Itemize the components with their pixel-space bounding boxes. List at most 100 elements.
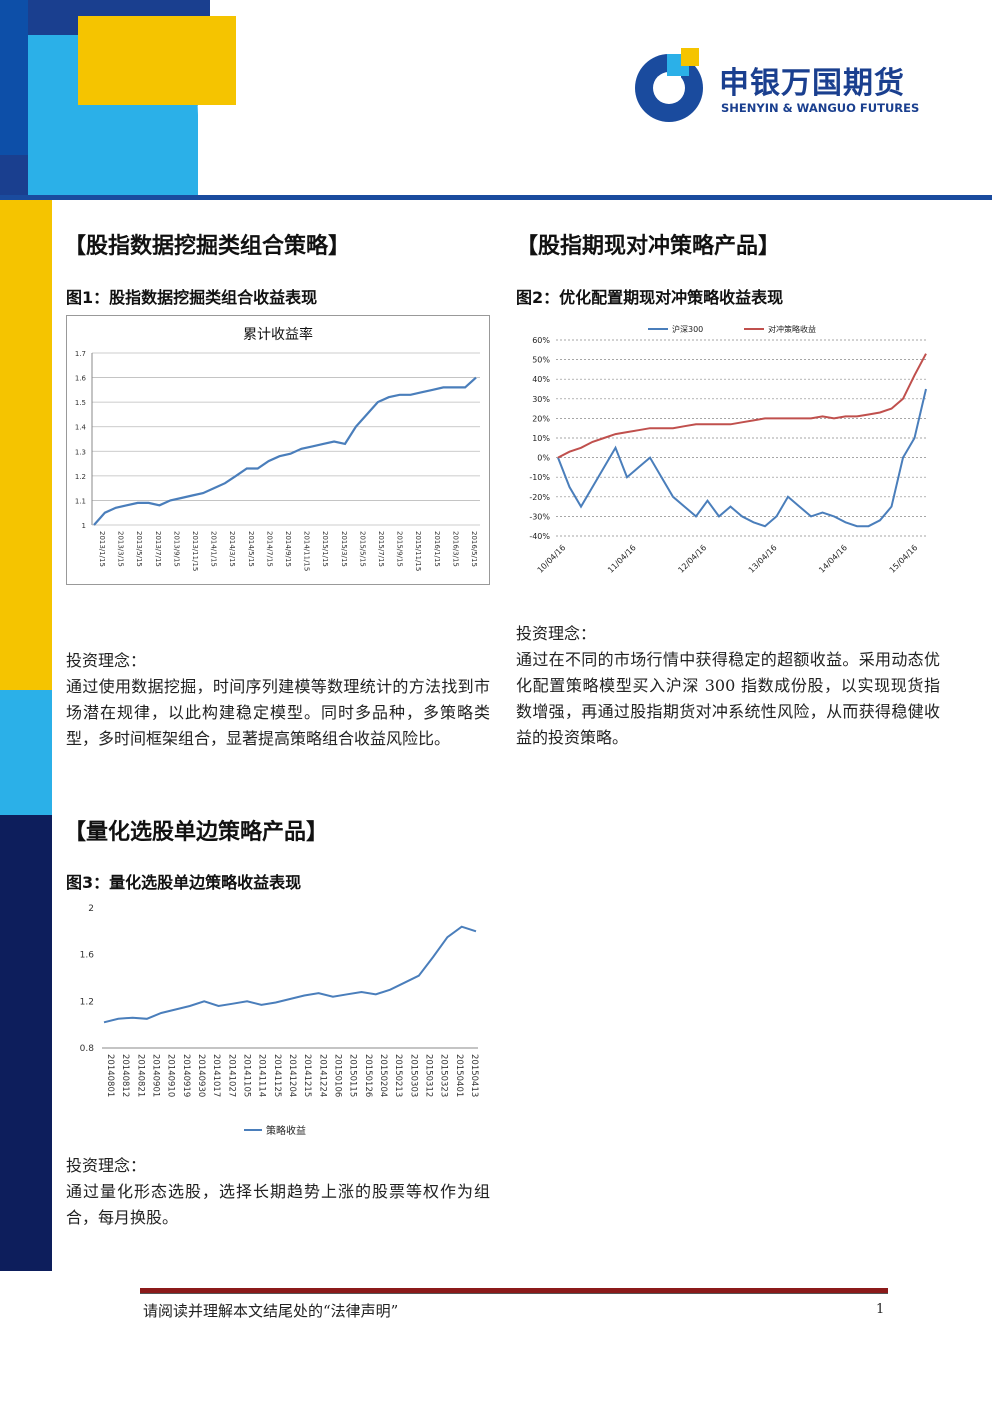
section3-body: 通过量化形态选股，选择长期趋势上涨的股票等权作为组合，每月换股。 bbox=[66, 1182, 490, 1227]
y-tick-label: 1.2 bbox=[75, 473, 86, 481]
x-tick-label: 2014/1/15 bbox=[210, 531, 218, 567]
x-tick-label: 20150413 bbox=[469, 1054, 479, 1097]
x-tick-label: 15/04/16 bbox=[888, 543, 920, 575]
chart-frame bbox=[66, 315, 490, 585]
section2-body: 通过在不同的市场行情中获得稳定的超额收益。采用动态优化配置策略模型买入沪深 30… bbox=[516, 650, 940, 747]
x-tick-label: 20140910 bbox=[166, 1054, 176, 1097]
figure2-chart: 60% 50% 40% 30% 20% 10% 0% -10% -20% -30% -40% 沪深30… bbox=[516, 318, 946, 588]
section1-body: 通过使用数据挖掘，时间序列建模等数理统计的方法找到市场潜在规律，以此构建稳定模型… bbox=[66, 677, 490, 748]
brand-name-en: SHENYIN & WANGUO FUTURES bbox=[721, 101, 920, 115]
x-tick-label: 2013/5/15 bbox=[135, 531, 143, 567]
y-tick-label: -30% bbox=[529, 512, 550, 521]
y-tick-label: 20% bbox=[532, 414, 550, 423]
y-tick-label: -10% bbox=[529, 473, 550, 482]
legend-label: 策略收益 bbox=[266, 1124, 306, 1137]
y-tick-label: 2 bbox=[88, 904, 94, 914]
y-tick-label: 1 bbox=[82, 522, 86, 530]
x-tick-label: 2014/5/15 bbox=[247, 531, 255, 567]
x-tick-label: 10/04/16 bbox=[536, 543, 568, 575]
x-tick-label: 2016/3/15 bbox=[451, 531, 459, 567]
x-tick-label: 20150106 bbox=[333, 1054, 343, 1097]
x-tick-label: 2015/11/15 bbox=[414, 531, 422, 571]
y-tick-label: 0% bbox=[537, 454, 550, 463]
x-tick-label: 2014/7/15 bbox=[265, 531, 273, 567]
section3-label: 投资理念： bbox=[66, 1156, 147, 1175]
figure2-chart-svg: 60% 50% 40% 30% 20% 10% 0% -10% -20% -30% -40% 沪深30… bbox=[529, 324, 928, 575]
section2-label: 投资理念： bbox=[516, 624, 597, 643]
side-bar-yellow bbox=[0, 200, 52, 690]
x-tick-label: 20140919 bbox=[181, 1054, 191, 1097]
y-tick-label: 50% bbox=[532, 356, 550, 365]
series-line bbox=[557, 388, 927, 528]
y-tick-label: 60% bbox=[532, 336, 550, 345]
x-tick-label: 20141125 bbox=[272, 1054, 282, 1097]
section1-title: 【股指数据挖掘类组合策略】 bbox=[64, 234, 351, 259]
footer-rule bbox=[140, 1288, 888, 1294]
x-tick-label: 2014/9/15 bbox=[284, 531, 292, 567]
section1-text: 投资理念： 通过使用数据挖掘，时间序列建模等数理统计的方法找到市场潜在规律，以此… bbox=[66, 648, 490, 752]
brand-logo-icon bbox=[635, 48, 703, 122]
x-tick-label: 20140821 bbox=[135, 1054, 145, 1097]
x-tick-label: 2013/1/15 bbox=[98, 531, 106, 567]
figure1-chart-svg: 累计收益率 1 1.1 1.2 1.3 1.4 1.5 1.6 1.7 2013/1/15 2013… bbox=[66, 315, 490, 585]
x-tick-label: 2013/9/15 bbox=[172, 531, 180, 567]
figure3-chart: 2 1.6 1.2 0.8 20140801 20140812 20140821 201409… bbox=[66, 898, 490, 1146]
y-tick-label: 30% bbox=[532, 395, 550, 404]
legend-label: 对冲策略收益 bbox=[768, 324, 816, 334]
x-tick-label: 20150126 bbox=[363, 1054, 373, 1097]
header-white-cut bbox=[0, 0, 28, 155]
section1-label: 投资理念： bbox=[66, 651, 147, 670]
section3-text: 投资理念： 通过量化形态选股，选择长期趋势上涨的股票等权作为组合，每月换股。 bbox=[66, 1153, 490, 1231]
x-tick-label: 2015/1/15 bbox=[321, 531, 329, 567]
x-tick-label: 2015/9/15 bbox=[396, 531, 404, 567]
x-tick-label: 20140812 bbox=[120, 1054, 130, 1097]
y-tick-label: -20% bbox=[529, 493, 550, 502]
header-rule bbox=[0, 195, 992, 200]
x-tick-label: 20141017 bbox=[211, 1054, 221, 1097]
x-tick-label: 20141204 bbox=[287, 1054, 297, 1097]
x-tick-label: 20141215 bbox=[302, 1054, 312, 1097]
series-line bbox=[557, 353, 927, 459]
section2-text: 投资理念： 通过在不同的市场行情中获得稳定的超额收益。采用动态优化配置策略模型买… bbox=[516, 621, 940, 751]
footer-notice: 请阅读并理解本文结尾处的“法律声明” bbox=[143, 1302, 399, 1320]
x-tick-label: 2015/7/15 bbox=[377, 531, 385, 567]
x-tick-label: 20141027 bbox=[226, 1054, 236, 1097]
chart-title: 累计收益率 bbox=[243, 326, 313, 343]
y-tick-label: 1.6 bbox=[75, 375, 87, 383]
y-tick-label: 1.2 bbox=[80, 997, 94, 1007]
header-yellow-block bbox=[78, 16, 236, 105]
figure1-chart: 累计收益率 1 1.1 1.2 1.3 1.4 1.5 1.6 1.7 2013/1/15 2013… bbox=[66, 315, 490, 585]
series-line bbox=[103, 925, 477, 1024]
x-tick-label: 2016/1/15 bbox=[433, 531, 441, 567]
brand-name-cn: 申银万国期货 bbox=[719, 66, 905, 101]
x-tick-label: 20150323 bbox=[439, 1054, 449, 1097]
x-tick-label: 20140930 bbox=[196, 1054, 206, 1097]
side-bar-navy bbox=[0, 815, 52, 1271]
x-tick-label: 20150312 bbox=[424, 1054, 434, 1097]
x-tick-label: 20141224 bbox=[317, 1054, 327, 1097]
x-tick-label: 20150204 bbox=[378, 1054, 388, 1097]
x-tick-label: 20150115 bbox=[348, 1054, 358, 1097]
figure3-title: 图3：量化选股单边策略收益表现 bbox=[66, 873, 302, 892]
x-tick-label: 14/04/16 bbox=[817, 543, 849, 575]
legend-label: 沪深300 bbox=[672, 324, 703, 334]
x-tick-label: 2015/5/15 bbox=[358, 531, 366, 567]
x-tick-label: 2015/3/15 bbox=[340, 531, 348, 567]
y-tick-label: 1.3 bbox=[75, 448, 86, 456]
x-tick-label: 20140801 bbox=[105, 1054, 115, 1097]
y-tick-label: 1.5 bbox=[75, 399, 86, 407]
y-tick-label: 40% bbox=[532, 375, 550, 384]
x-tick-label: 12/04/16 bbox=[676, 543, 708, 575]
section2-title: 【股指期现对冲策略产品】 bbox=[516, 234, 781, 259]
y-tick-label: 1.4 bbox=[75, 424, 87, 432]
page-number: 1 bbox=[876, 1302, 885, 1317]
x-tick-label: 2013/3/15 bbox=[117, 531, 125, 567]
figure3-chart-svg: 2 1.6 1.2 0.8 20140801 20140812 20140821 201409… bbox=[80, 904, 479, 1137]
x-tick-label: 2016/5/15 bbox=[470, 531, 478, 567]
x-tick-label: 20140901 bbox=[151, 1054, 161, 1097]
x-tick-label: 11/04/16 bbox=[606, 543, 638, 575]
figure1-title: 图1：股指数据挖掘类组合收益表现 bbox=[66, 288, 318, 307]
x-tick-label: 20141114 bbox=[257, 1054, 267, 1097]
x-tick-label: 2013/11/15 bbox=[191, 531, 199, 571]
x-tick-label: 20150213 bbox=[393, 1054, 403, 1097]
